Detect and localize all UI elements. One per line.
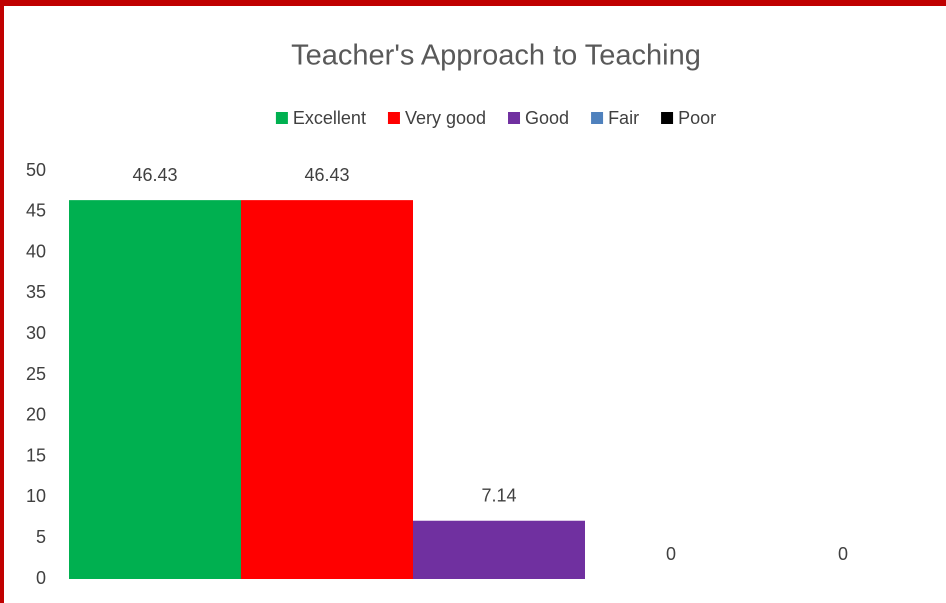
legend-swatch <box>275 112 288 124</box>
y-tick-label: 40 <box>26 241 46 261</box>
bar <box>241 200 413 579</box>
legend-swatch <box>591 112 604 124</box>
legend-label: Very good <box>405 108 486 128</box>
data-label: 0 <box>666 544 676 564</box>
legend-label: Excellent <box>293 108 366 128</box>
y-tick-label: 5 <box>36 527 46 547</box>
y-tick-label: 10 <box>26 486 46 506</box>
y-tick-label: 25 <box>26 364 46 384</box>
y-tick-label: 15 <box>26 445 46 465</box>
legend-swatch <box>508 112 521 124</box>
y-tick-label: 30 <box>26 323 46 343</box>
bar <box>413 520 585 579</box>
data-label: 0 <box>838 544 848 564</box>
chart-title: Teacher's Approach to Teaching <box>291 40 701 72</box>
bar <box>69 200 241 579</box>
legend-swatch <box>661 112 674 124</box>
legend-label: Good <box>525 108 569 128</box>
data-label: 46.43 <box>304 165 349 185</box>
data-label: 7.14 <box>481 485 516 505</box>
y-tick-label: 50 <box>26 160 46 180</box>
data-label: 46.43 <box>132 165 177 185</box>
y-tick-label: 20 <box>26 405 46 425</box>
legend-swatch <box>387 112 400 124</box>
y-tick-label: 0 <box>36 568 46 588</box>
legend-label: Fair <box>608 108 639 128</box>
y-tick-label: 35 <box>26 282 46 302</box>
y-tick-label: 45 <box>26 201 46 221</box>
legend-label: Poor <box>678 108 716 128</box>
